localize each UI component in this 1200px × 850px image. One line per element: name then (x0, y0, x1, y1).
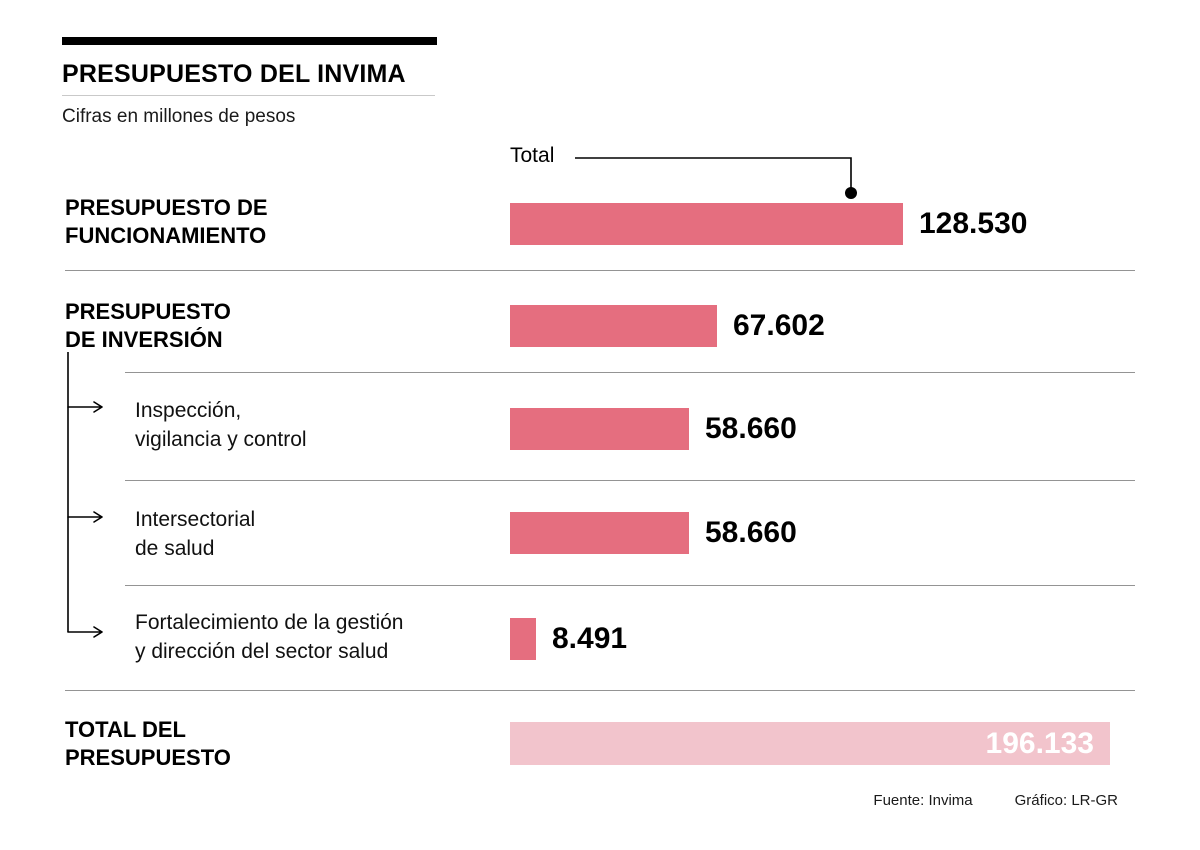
bar-fortalecimiento (510, 618, 536, 660)
footer-source: Fuente: Invima (873, 792, 973, 809)
value-intersectorial: 58.660 (705, 516, 797, 549)
divider (65, 690, 1135, 691)
row-label-line: Inspección, (135, 399, 242, 422)
total-marker-dot (845, 187, 857, 199)
divider (65, 270, 1135, 271)
footer-credits: Fuente: Invima Gráfico: LR-GR (873, 792, 1118, 809)
value-inspeccion: 58.660 (705, 412, 797, 445)
bar-row-inversion: 67.602 (510, 305, 825, 347)
bar-total: 196.133 (510, 722, 1110, 765)
row-label-line: PRESUPUESTO DE (65, 195, 268, 220)
header-accent-rule (62, 37, 437, 45)
page-subtitle: Cifras en millones de pesos (62, 106, 296, 127)
bar-funcionamiento (510, 203, 903, 245)
bar-row-funcionamiento: 128.530 (510, 203, 1027, 245)
row-label-line: y dirección del sector salud (135, 640, 389, 663)
row-label-inversion: PRESUPUESTO DE INVERSIÓN (65, 298, 231, 354)
row-label-total: TOTAL DEL PRESUPUESTO (65, 716, 231, 772)
value-fortalecimiento: 8.491 (552, 622, 628, 655)
bar-row-fortalecimiento: 8.491 (510, 618, 627, 660)
row-label-line: Fortalecimiento de la gestión (135, 611, 404, 634)
arrow-right-icon (67, 626, 103, 638)
bar-intersectorial (510, 512, 689, 554)
value-total: 196.133 (985, 726, 1094, 760)
row-label-line: vigilancia y control (135, 428, 307, 451)
bar-row-total: 196.133 (510, 722, 1110, 765)
arrow-right-icon (67, 511, 103, 523)
value-inversion: 67.602 (733, 309, 825, 342)
bar-inversion (510, 305, 717, 347)
row-label-inspeccion: Inspección, vigilancia y control (135, 396, 307, 454)
divider (125, 585, 1135, 586)
row-label-line: de salud (135, 537, 215, 560)
bar-inspeccion (510, 408, 689, 450)
row-label-intersectorial: Intersectorial de salud (135, 505, 255, 563)
row-label-line: PRESUPUESTO (65, 299, 231, 324)
bar-row-inspeccion: 58.660 (510, 408, 797, 450)
row-label-line: TOTAL DEL (65, 717, 186, 742)
row-label-line: Intersectorial (135, 508, 256, 531)
bracket-connector (67, 352, 103, 638)
row-label-fortalecimiento: Fortalecimiento de la gestión y direcció… (135, 608, 403, 666)
bar-row-intersectorial: 58.660 (510, 512, 797, 554)
row-label-line: PRESUPUESTO (65, 745, 231, 770)
footer-credit: Gráfico: LR-GR (1014, 792, 1118, 809)
value-funcionamiento: 128.530 (919, 207, 1028, 240)
row-label-funcionamiento: PRESUPUESTO DE FUNCIONAMIENTO (65, 194, 268, 250)
divider (125, 372, 1135, 373)
total-leader-line (575, 157, 857, 199)
total-annotation-label: Total (510, 144, 555, 167)
row-label-line: FUNCIONAMIENTO (65, 223, 267, 248)
page-title: PRESUPUESTO DEL INVIMA (62, 60, 406, 88)
row-label-line: DE INVERSIÓN (65, 327, 223, 352)
arrow-right-icon (67, 401, 103, 413)
divider (125, 480, 1135, 481)
title-underline (62, 95, 435, 96)
